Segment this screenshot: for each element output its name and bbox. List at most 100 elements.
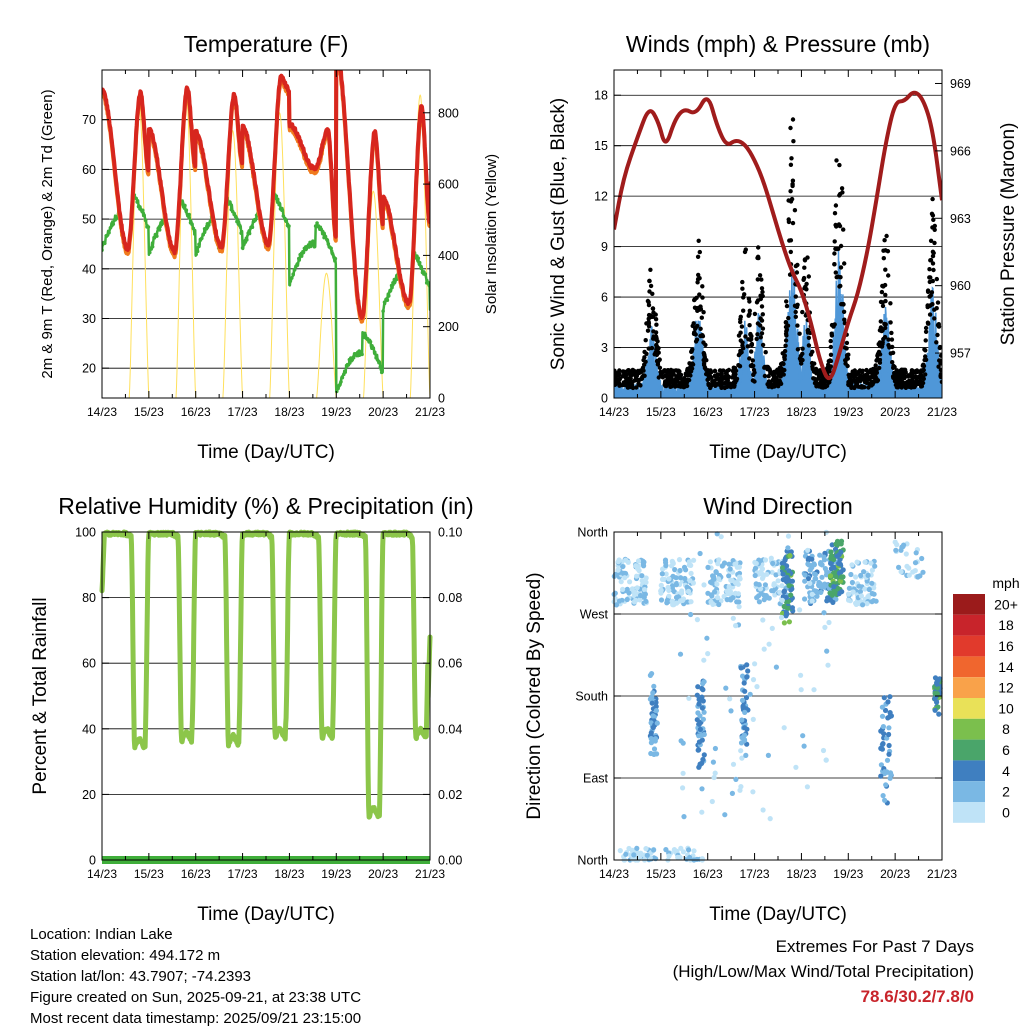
wind-direction-point (740, 705, 746, 711)
dewpoint-point (111, 222, 116, 226)
gust-point (882, 238, 887, 243)
wind-direction-point (858, 593, 865, 599)
gust-point (925, 320, 931, 325)
gust-point (898, 369, 903, 374)
gust-point (841, 309, 847, 314)
gust-point (760, 342, 766, 348)
gust-point (712, 368, 718, 374)
gust-point (749, 337, 754, 342)
gust-point (923, 348, 928, 353)
wind-direction-point (862, 559, 868, 565)
gust-point (683, 377, 688, 382)
gust-point (877, 357, 883, 362)
dewpoint-point (184, 208, 189, 213)
wind-direction-point (837, 578, 844, 584)
dewpoint-point (315, 221, 319, 225)
wind-direction-point (845, 591, 852, 597)
dewpoint-point (365, 336, 370, 341)
temperature-plot-area (102, 70, 430, 398)
wind-direction-point (737, 560, 743, 566)
station-location: Location: Indian Lake (30, 926, 173, 943)
wind-direction-point (642, 587, 648, 593)
gust-point (806, 274, 811, 279)
winds-xtick-label: 18/23 (786, 405, 816, 419)
gust-point (864, 380, 869, 385)
wind-direction-point (618, 579, 624, 585)
wind-direction-point (691, 848, 697, 854)
gust-point (853, 383, 859, 388)
figure-created: Figure created on Sun, 2025-09-21, at 23… (30, 989, 362, 1006)
legend-label: 4 (1002, 763, 1010, 779)
legend-label: 0 (1002, 804, 1010, 820)
gust-point (724, 379, 730, 384)
winds-ytick-right-label: 960 (950, 279, 971, 293)
wind-direction-point (761, 646, 767, 652)
wind-direction-point (769, 569, 775, 575)
dewpoint-point (388, 289, 392, 293)
gust-point (849, 385, 854, 390)
wind-direction-point (654, 720, 660, 726)
wind-direction-point (653, 708, 660, 714)
dewpoint-point (343, 370, 347, 374)
wind-direction-point (737, 787, 743, 793)
wind-direction-point (740, 673, 746, 679)
gust-point (883, 325, 888, 331)
gust-point (913, 369, 918, 374)
gust-point (844, 340, 850, 346)
wind-direction-point (677, 854, 683, 860)
wind-direction-point (879, 713, 886, 719)
wind-direction-point (761, 597, 767, 603)
wind-direction-point (688, 599, 694, 605)
gust-point (757, 273, 763, 278)
wind-direction-point (651, 847, 657, 853)
gust-point (706, 374, 711, 379)
gust-point (738, 330, 743, 335)
gust-point (862, 385, 867, 390)
gust-point (748, 363, 754, 368)
gust-point (812, 361, 817, 366)
wind-direction-point (886, 731, 892, 738)
legend-swatch (953, 739, 985, 761)
wind-direction-point (879, 746, 886, 752)
wind-direction-point (894, 542, 900, 548)
wind-direction-point (828, 549, 834, 555)
extremes-panel: Extremes For Past 7 Days (High/Low/Max W… (673, 934, 974, 1009)
gust-point (759, 277, 764, 282)
gust-point (797, 356, 803, 361)
wind-direction-point (672, 567, 678, 573)
gust-point (905, 380, 911, 385)
dewpoint-point (197, 242, 201, 247)
dewpoint-point (297, 256, 301, 261)
wind-direction-point (733, 623, 739, 629)
wind-direction-point (781, 603, 787, 610)
temperature-ytick-label: 50 (82, 213, 96, 227)
gust-point (633, 374, 639, 380)
dewpoint-point (346, 362, 350, 367)
wind-direction-point (626, 590, 632, 596)
wind-direction-point (767, 816, 773, 822)
temperature-ylabel-right: Solar Insolation (Yellow) (483, 154, 500, 314)
gust-point (657, 357, 662, 363)
wind_direction-xtick-label: 20/23 (880, 867, 910, 881)
wind-direction-point (853, 574, 859, 580)
wind-direction-point (663, 571, 669, 577)
recent-timestamp: Most recent data timestamp: 2025/09/21 2… (30, 1010, 362, 1027)
wind-direction-point (878, 762, 885, 768)
dewpoint-point (312, 244, 317, 249)
gust-point (786, 198, 791, 203)
gust-point (806, 343, 812, 348)
gust-point (700, 284, 705, 289)
wind-direction-point (805, 561, 811, 567)
wind-direction-point (679, 590, 685, 596)
wind-direction-point (838, 549, 844, 555)
wind-direction-point (691, 557, 697, 563)
wind-direction-point (743, 695, 750, 701)
gust-point (897, 378, 903, 383)
gust-point (700, 333, 705, 338)
wind_direction-xtick-label: 17/23 (740, 867, 770, 881)
wind-direction-point (754, 684, 760, 690)
gust-point (788, 125, 793, 131)
wind-direction-point (705, 651, 711, 657)
wind-direction-point (802, 578, 808, 584)
humidity-xlabel: Time (Day/UTC) (197, 904, 335, 925)
